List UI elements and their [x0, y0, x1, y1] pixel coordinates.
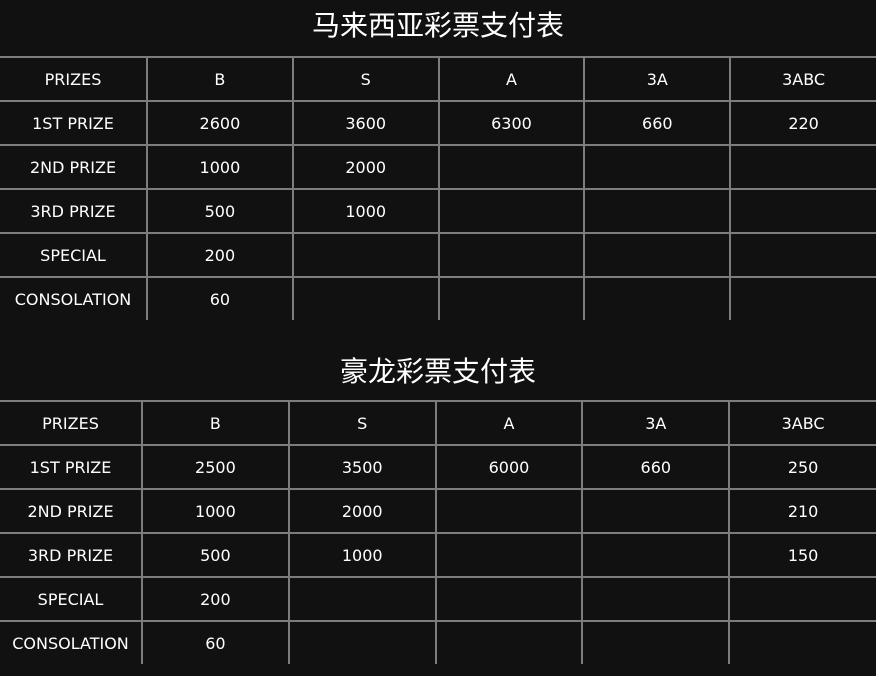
value-cell: 60: [141, 620, 290, 664]
row-label-cell: 2ND PRIZE: [0, 144, 148, 190]
table-2-title: 豪龙彩票支付表: [339, 355, 536, 388]
row-label-cell: 3RD PRIZE: [0, 188, 148, 234]
value-cell: 1000: [287, 532, 437, 578]
table-row: 1ST PRIZE 2600 3600 6300 660 220: [0, 100, 876, 146]
value-cell: [729, 276, 876, 320]
table-row: 3RD PRIZE 500 1000: [0, 188, 876, 234]
table-row: SPECIAL 200: [0, 232, 876, 278]
value-cell: 660: [581, 444, 731, 490]
value-cell: [437, 232, 586, 278]
value-cell: 660: [583, 100, 732, 146]
table-1-title: 马来西亚彩票支付表: [311, 9, 564, 42]
row-label-cell: PRIZES: [0, 56, 148, 102]
value-cell: B: [146, 56, 294, 102]
table-row: 2ND PRIZE 1000 2000: [0, 144, 876, 190]
row-label-cell: 1ST PRIZE: [0, 100, 148, 146]
value-cell: S: [287, 400, 437, 446]
value-cell: 6300: [437, 100, 586, 146]
value-cell: [729, 232, 876, 278]
header-row: PRIZES B S A 3A 3ABC: [0, 400, 876, 446]
value-cell: 500: [141, 532, 290, 578]
value-cell: 220: [729, 100, 876, 146]
value-cell: 500: [146, 188, 294, 234]
value-cell: [437, 276, 586, 320]
value-cell: 150: [728, 532, 876, 578]
value-cell: S: [291, 56, 440, 102]
row-label-cell: 2ND PRIZE: [0, 488, 143, 534]
value-cell: 1000: [291, 188, 440, 234]
header-row: PRIZES B S A 3A 3ABC: [0, 56, 876, 102]
row-label-cell: PRIZES: [0, 400, 143, 446]
value-cell: 3A: [583, 56, 732, 102]
row-label-cell: 1ST PRIZE: [0, 444, 143, 490]
value-cell: 210: [728, 488, 876, 534]
table-row: SPECIAL 200: [0, 576, 876, 622]
table-row: 3RD PRIZE 500 1000 150: [0, 532, 876, 578]
value-cell: 2500: [141, 444, 290, 490]
value-cell: 3500: [287, 444, 437, 490]
value-cell: 2600: [146, 100, 294, 146]
row-label-cell: SPECIAL: [0, 576, 143, 622]
value-cell: [291, 232, 440, 278]
value-cell: [728, 620, 876, 664]
table-row: CONSOLATION 60: [0, 276, 876, 320]
table-row: 1ST PRIZE 2500 3500 6000 660 250: [0, 444, 876, 490]
value-cell: [434, 620, 584, 664]
value-cell: 200: [146, 232, 294, 278]
value-cell: [581, 488, 731, 534]
row-label-cell: SPECIAL: [0, 232, 148, 278]
value-cell: [434, 532, 584, 578]
value-cell: [581, 532, 731, 578]
value-cell: [728, 576, 876, 622]
value-cell: 2000: [287, 488, 437, 534]
value-cell: [583, 232, 732, 278]
value-cell: [437, 144, 586, 190]
value-cell: [581, 620, 731, 664]
value-cell: [581, 576, 731, 622]
value-cell: 3ABC: [729, 56, 876, 102]
value-cell: 3ABC: [728, 400, 876, 446]
payout-table-2: PRIZES B S A 3A 3ABC 1ST PRIZE 2500 3500 6000 660 2…: [0, 400, 876, 664]
value-cell: [287, 576, 437, 622]
value-cell: 3A: [581, 400, 731, 446]
value-cell: 3600: [291, 100, 440, 146]
value-cell: 60: [146, 276, 294, 320]
value-cell: [291, 276, 440, 320]
payout-table-1: PRIZES B S A 3A 3ABC 1ST PRIZE 2600 3600 6300 660 2…: [0, 56, 876, 320]
value-cell: A: [437, 56, 586, 102]
value-cell: [434, 576, 584, 622]
value-cell: 250: [728, 444, 876, 490]
value-cell: 1000: [141, 488, 290, 534]
value-cell: [583, 276, 732, 320]
value-cell: [583, 144, 732, 190]
table-row: 2ND PRIZE 1000 2000 210: [0, 488, 876, 534]
value-cell: 6000: [434, 444, 584, 490]
value-cell: [729, 144, 876, 190]
row-label-cell: CONSOLATION: [0, 620, 143, 664]
row-label-cell: CONSOLATION: [0, 276, 148, 320]
value-cell: [287, 620, 437, 664]
value-cell: 1000: [146, 144, 294, 190]
value-cell: 2000: [291, 144, 440, 190]
table-row: CONSOLATION 60: [0, 620, 876, 664]
value-cell: [434, 488, 584, 534]
value-cell: A: [434, 400, 584, 446]
value-cell: [583, 188, 732, 234]
value-cell: [437, 188, 586, 234]
value-cell: B: [141, 400, 290, 446]
value-cell: 200: [141, 576, 290, 622]
row-label-cell: 3RD PRIZE: [0, 532, 143, 578]
value-cell: [729, 188, 876, 234]
